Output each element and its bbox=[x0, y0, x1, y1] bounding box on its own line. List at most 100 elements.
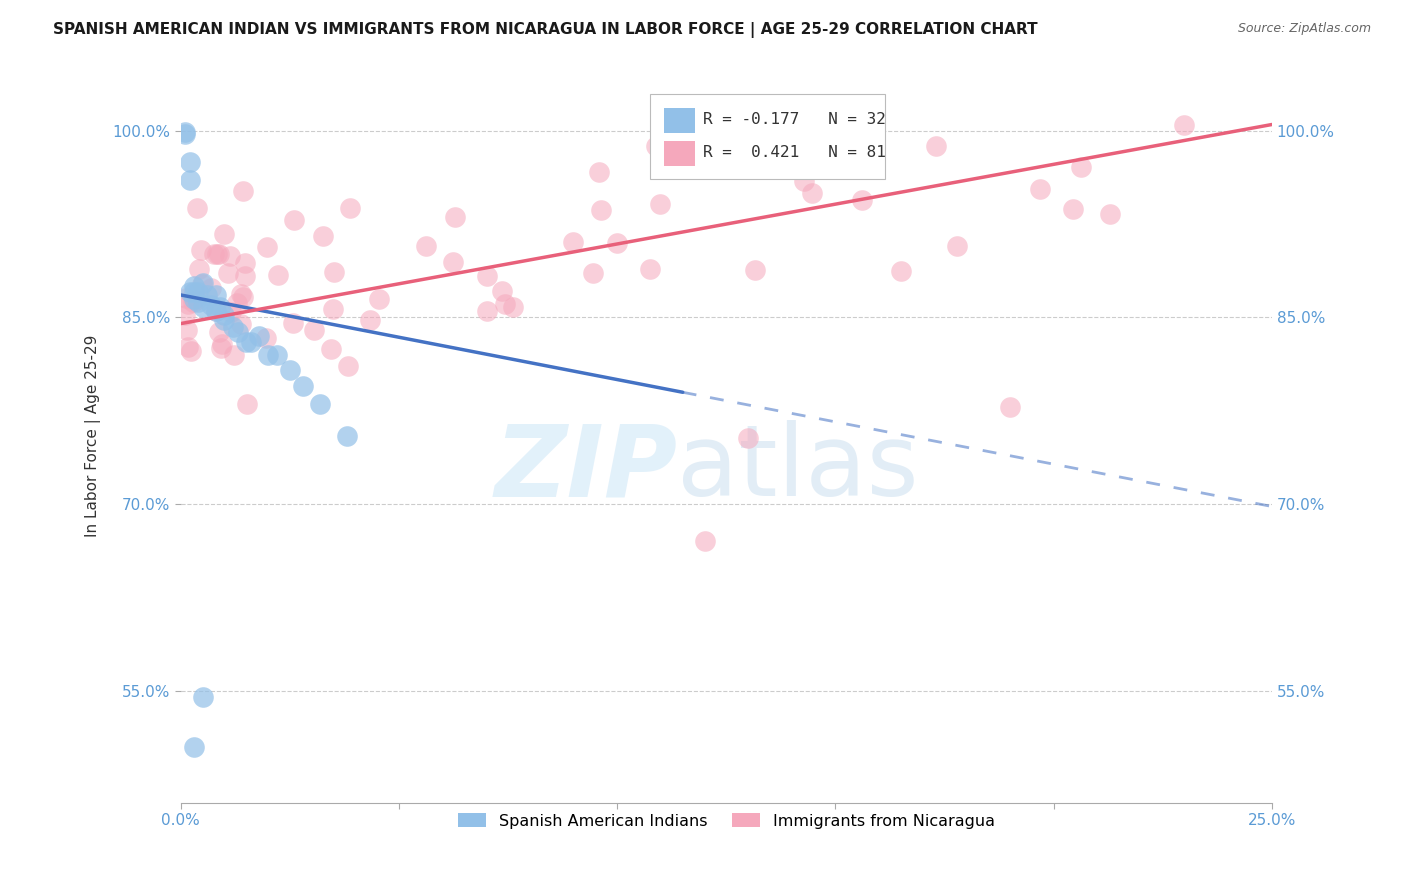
Point bbox=[176, 291, 198, 305]
Point bbox=[744, 263, 766, 277]
Point bbox=[1173, 118, 1195, 132]
Point bbox=[235, 397, 257, 411]
Point bbox=[925, 138, 948, 153]
Point bbox=[183, 285, 205, 300]
Point bbox=[278, 362, 301, 376]
Point bbox=[367, 293, 389, 307]
Point bbox=[304, 323, 326, 337]
Point bbox=[214, 308, 236, 322]
Point bbox=[191, 301, 214, 315]
Point bbox=[187, 285, 209, 300]
Point bbox=[644, 139, 666, 153]
Point bbox=[212, 227, 235, 242]
Point bbox=[322, 301, 344, 316]
FancyBboxPatch shape bbox=[650, 95, 884, 178]
Point bbox=[494, 297, 516, 311]
Point bbox=[945, 238, 967, 252]
Point bbox=[890, 264, 912, 278]
Point bbox=[191, 276, 214, 290]
Point bbox=[195, 288, 218, 302]
Point bbox=[184, 293, 207, 307]
Point bbox=[638, 261, 661, 276]
Point bbox=[177, 297, 200, 311]
Point bbox=[444, 211, 467, 225]
Point bbox=[174, 308, 197, 322]
Point bbox=[200, 281, 222, 295]
Point bbox=[801, 186, 824, 201]
Point bbox=[239, 335, 262, 350]
Point bbox=[582, 266, 605, 280]
Point bbox=[1029, 182, 1052, 196]
Point bbox=[851, 193, 873, 207]
Text: Source: ZipAtlas.com: Source: ZipAtlas.com bbox=[1237, 22, 1371, 36]
Point bbox=[339, 201, 361, 215]
Point bbox=[737, 431, 759, 445]
Point bbox=[322, 265, 344, 279]
Point bbox=[336, 428, 359, 442]
Bar bbox=[664, 108, 695, 133]
Point bbox=[591, 202, 613, 217]
Point bbox=[204, 288, 226, 302]
Point bbox=[477, 268, 499, 283]
Point bbox=[233, 255, 256, 269]
Point bbox=[229, 287, 252, 301]
Point bbox=[209, 301, 232, 315]
Point bbox=[179, 285, 201, 300]
Point bbox=[266, 348, 288, 362]
Point bbox=[1098, 206, 1121, 220]
Point bbox=[179, 154, 201, 169]
Point bbox=[281, 316, 304, 330]
Point bbox=[217, 266, 239, 280]
Point bbox=[208, 247, 231, 261]
Point bbox=[1070, 160, 1092, 174]
Point bbox=[222, 348, 245, 362]
Point bbox=[219, 249, 242, 263]
Text: atlas: atlas bbox=[678, 420, 920, 517]
Point bbox=[177, 340, 200, 354]
Point bbox=[211, 337, 233, 351]
Point bbox=[190, 243, 212, 257]
Point bbox=[235, 335, 257, 350]
Point bbox=[176, 323, 198, 337]
Point bbox=[309, 397, 332, 411]
Text: ZIP: ZIP bbox=[495, 420, 678, 517]
Point bbox=[204, 303, 226, 318]
Point bbox=[256, 240, 278, 254]
Point bbox=[207, 325, 229, 339]
Point bbox=[191, 690, 214, 704]
Point bbox=[209, 341, 232, 355]
Point bbox=[588, 165, 610, 179]
Point bbox=[180, 344, 202, 359]
Point bbox=[174, 128, 197, 142]
Y-axis label: In Labor Force | Age 25-29: In Labor Force | Age 25-29 bbox=[86, 334, 101, 537]
Point bbox=[254, 330, 277, 344]
Point bbox=[186, 201, 208, 215]
Point bbox=[214, 313, 236, 327]
Point bbox=[183, 279, 205, 293]
Point bbox=[319, 342, 342, 356]
Point bbox=[229, 317, 252, 331]
Point bbox=[793, 173, 815, 187]
Point bbox=[693, 534, 716, 549]
Point bbox=[257, 348, 280, 362]
Point bbox=[200, 298, 222, 312]
Point bbox=[181, 294, 204, 309]
Point bbox=[222, 320, 245, 334]
Point bbox=[179, 173, 201, 187]
Point bbox=[998, 400, 1021, 414]
Point bbox=[359, 313, 381, 327]
Point bbox=[283, 213, 305, 227]
Point bbox=[225, 296, 247, 310]
Point bbox=[491, 284, 513, 298]
Legend: Spanish American Indians, Immigrants from Nicaragua: Spanish American Indians, Immigrants fro… bbox=[451, 806, 1001, 835]
Point bbox=[202, 247, 225, 261]
Point bbox=[502, 300, 524, 314]
Point bbox=[247, 329, 270, 343]
Point bbox=[477, 304, 499, 318]
Point bbox=[226, 326, 249, 340]
Point bbox=[718, 126, 741, 140]
Point bbox=[204, 304, 226, 318]
Point bbox=[336, 359, 359, 373]
Text: R =  0.421   N = 81: R = 0.421 N = 81 bbox=[703, 145, 886, 161]
Point bbox=[232, 185, 254, 199]
